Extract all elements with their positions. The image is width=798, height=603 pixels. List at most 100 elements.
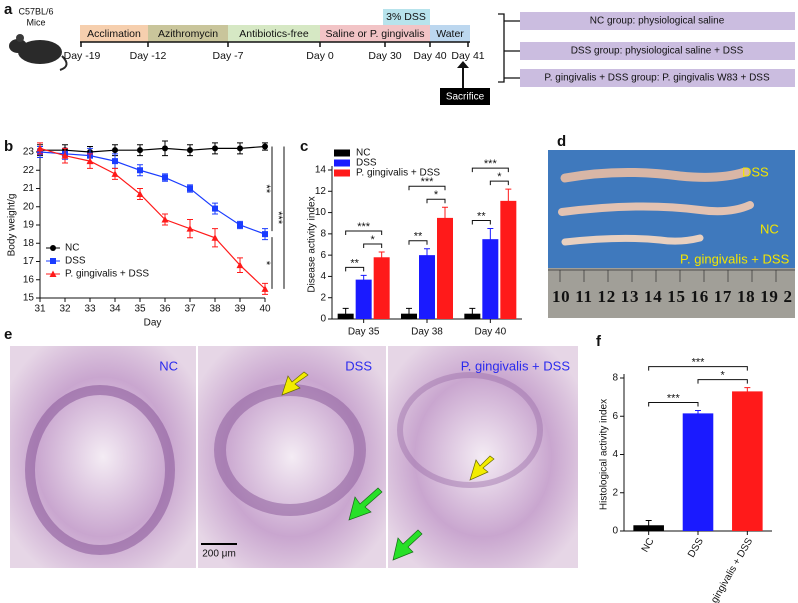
day-label: Day 30 bbox=[368, 50, 401, 62]
significance-bracket bbox=[471, 220, 491, 225]
significance-label: *** bbox=[357, 221, 371, 233]
bar bbox=[482, 239, 499, 319]
legend-label: NC bbox=[356, 148, 370, 159]
x-tick-label: 40 bbox=[259, 304, 271, 315]
significance-bracket bbox=[408, 240, 428, 245]
y-tick-label: 22 bbox=[23, 165, 35, 176]
subject: C57BL/6 bbox=[18, 6, 53, 16]
histology-label: NC bbox=[159, 358, 178, 373]
series-line bbox=[39, 147, 266, 290]
significance-bracket bbox=[489, 180, 509, 186]
panel-label: c bbox=[300, 138, 308, 155]
x-tick-label: 36 bbox=[159, 304, 171, 315]
error-bar bbox=[442, 206, 448, 230]
group-box bbox=[520, 69, 795, 87]
significance-label: *** bbox=[421, 176, 435, 188]
marker bbox=[137, 147, 143, 154]
error-bar bbox=[378, 251, 385, 264]
marker bbox=[61, 152, 69, 159]
dss-box bbox=[383, 9, 430, 25]
y-tick-label: 2 bbox=[612, 487, 618, 498]
group-label: P. gingivalis + DSS group: P. gingivalis… bbox=[544, 73, 770, 84]
day-label: Day 0 bbox=[306, 50, 334, 62]
group-label: DSS group: physiological saline + DSS bbox=[571, 46, 744, 57]
significance-bracket bbox=[697, 379, 748, 384]
marker bbox=[187, 185, 193, 192]
significance-label: *** bbox=[692, 356, 706, 368]
marker bbox=[50, 245, 56, 251]
marker bbox=[186, 225, 194, 232]
marker bbox=[137, 167, 143, 174]
significance-bracket bbox=[408, 185, 446, 191]
dss-label: 3% DSS bbox=[386, 11, 426, 23]
y-tick-label: 8 bbox=[320, 228, 326, 239]
significance-bracket bbox=[345, 230, 383, 235]
histology-label: P. gingivalis + DSS bbox=[461, 358, 571, 373]
series-line bbox=[39, 151, 266, 235]
error-bar bbox=[469, 307, 476, 320]
x-axis-label: Day bbox=[144, 318, 162, 329]
y-tick-label: 21 bbox=[23, 183, 35, 194]
y-tick-label: 14 bbox=[315, 165, 327, 176]
significance-bracket bbox=[648, 366, 748, 371]
phase-label: Azithromycin bbox=[158, 28, 218, 40]
significance-label: *** bbox=[667, 392, 681, 404]
error-bar bbox=[505, 188, 512, 214]
panel-label: a bbox=[4, 1, 13, 18]
x-tick-label: P . gingivalis + DSS bbox=[702, 536, 756, 603]
marker bbox=[50, 258, 56, 264]
day-label: Day 40 bbox=[413, 50, 446, 62]
legend-swatch bbox=[334, 169, 350, 177]
phase-box bbox=[430, 25, 470, 42]
significance-bracket bbox=[648, 402, 699, 407]
y-tick-label: 6 bbox=[612, 411, 618, 422]
phase-label: Antibiotics-free bbox=[239, 28, 309, 40]
significance-label: *** bbox=[484, 158, 498, 170]
subject: Mice bbox=[26, 17, 45, 27]
significance-label: ** bbox=[260, 185, 272, 194]
significance-label: * bbox=[371, 234, 376, 246]
series-line bbox=[40, 145, 266, 153]
error-bar bbox=[406, 307, 412, 320]
bar bbox=[500, 200, 517, 319]
phase-box bbox=[80, 25, 148, 42]
legend-label: DSS bbox=[65, 256, 86, 267]
legend-swatch bbox=[334, 149, 350, 157]
marker bbox=[237, 222, 243, 228]
bracket bbox=[498, 13, 520, 83]
day-label: Day -7 bbox=[213, 50, 244, 62]
marker bbox=[49, 270, 57, 277]
group-box bbox=[520, 42, 795, 60]
y-tick-label: 8 bbox=[612, 373, 618, 384]
sacrifice-box bbox=[440, 88, 490, 105]
day-label: Day -19 bbox=[64, 50, 101, 62]
sacrifice-label: Sacrifice bbox=[446, 92, 485, 103]
significance-bracket bbox=[345, 266, 365, 272]
y-axis-label: Body weight/g bbox=[7, 194, 18, 257]
bar bbox=[437, 217, 453, 319]
error-bar bbox=[342, 307, 349, 320]
legend-label: P. gingivalis + DSS bbox=[356, 168, 440, 179]
significance-label: * bbox=[497, 171, 502, 183]
x-tick-label: Day 38 bbox=[411, 327, 443, 338]
bar bbox=[355, 279, 372, 319]
x-tick-label: Day 40 bbox=[474, 327, 506, 338]
error-bar bbox=[744, 387, 751, 396]
bar bbox=[732, 391, 763, 531]
x-tick-label: 37 bbox=[184, 304, 196, 315]
histology-label: DSS bbox=[345, 358, 372, 373]
bar bbox=[373, 257, 390, 319]
marker bbox=[136, 190, 144, 197]
x-tick-label: 38 bbox=[209, 304, 221, 315]
error-bar bbox=[487, 228, 494, 251]
day-label: Day -12 bbox=[130, 50, 167, 62]
significance-bracket bbox=[426, 198, 446, 204]
marker bbox=[237, 145, 243, 152]
y-tick-label: 18 bbox=[23, 238, 35, 249]
x-tick-label: Day 35 bbox=[348, 327, 380, 338]
y-axis-label: Histological activity index bbox=[599, 399, 610, 510]
error-bar bbox=[424, 248, 430, 263]
group-box bbox=[520, 12, 795, 30]
panel-label: d bbox=[557, 133, 566, 150]
error-bar bbox=[360, 274, 367, 285]
